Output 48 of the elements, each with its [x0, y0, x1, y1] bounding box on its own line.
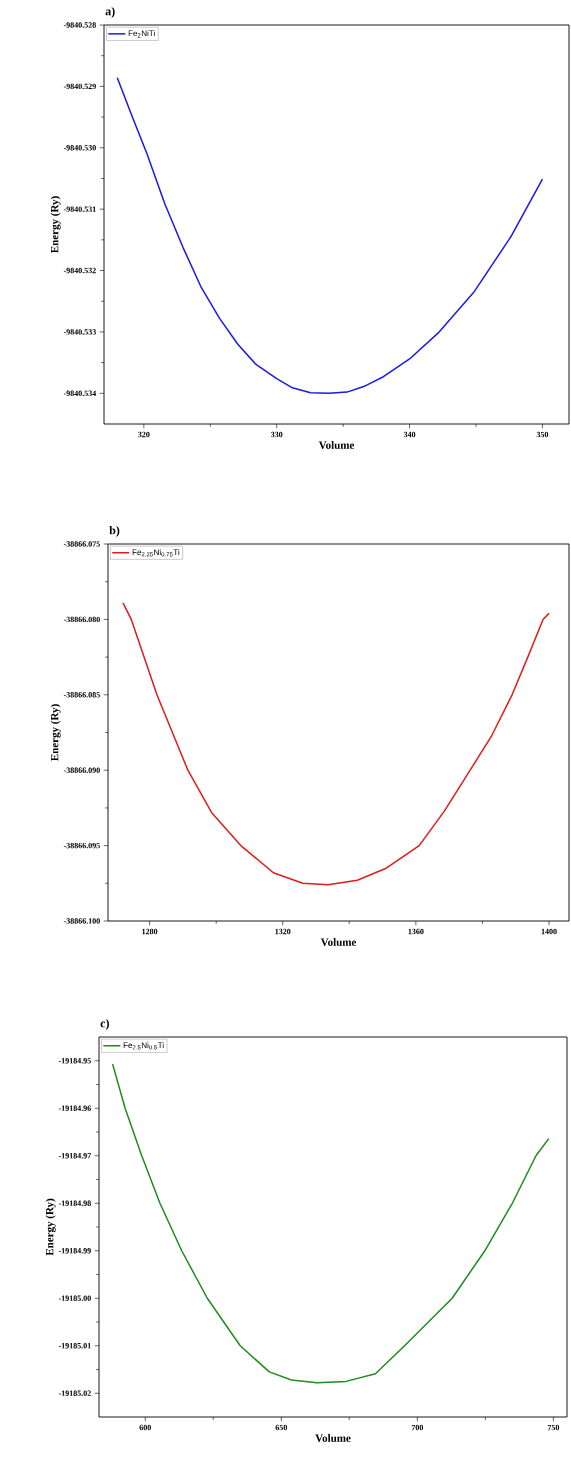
y-tick-label: -9840.530: [63, 145, 96, 151]
x-axis-title: Volume: [315, 1434, 351, 1442]
y-tick-label: -9840.528: [63, 22, 96, 28]
x-tick-label: 350: [536, 431, 549, 438]
x-tick-label: 1360: [408, 928, 424, 935]
y-tick-label: -9840.529: [63, 83, 96, 90]
x-tick-label: 750: [547, 1424, 560, 1431]
y-axis-title: Energy (Ry): [50, 704, 61, 761]
x-axis-title: Volume: [320, 938, 357, 946]
y-tick-label: -19184.98: [58, 1200, 91, 1206]
x-tick-label: 600: [139, 1424, 151, 1431]
y-tick-label: -19184.99: [58, 1248, 91, 1254]
line-series: [116, 77, 544, 395]
y-tick-label: -38866.080: [63, 616, 100, 623]
y-tick-label: -9840.531: [63, 206, 96, 212]
chart-title: c): [100, 1018, 109, 1030]
x-tick-label: 1400: [541, 928, 557, 935]
chart-title: b): [109, 525, 120, 537]
y-tick-label: -19184.96: [58, 1105, 91, 1111]
line-series: [111, 1063, 550, 1384]
x-tick-label: 330: [271, 431, 283, 438]
y-tick-label: -9840.534: [63, 390, 97, 397]
legend-label: Fe$_{2.25}$Ni$_{0.75}$Ti: [132, 549, 180, 557]
x-tick-label: 340: [403, 431, 416, 438]
legend-label: Fe$_{2}$NiTi: [128, 30, 155, 38]
x-tick-label: 1320: [275, 928, 291, 935]
x-axis-title: Volume: [318, 441, 355, 449]
x-tick-label: 1280: [142, 928, 158, 935]
y-tick-label: -19185.00: [58, 1295, 91, 1301]
line-series: [122, 602, 550, 886]
x-tick-label: 650: [275, 1424, 287, 1431]
y-axis-title: Energy (Ry): [50, 196, 61, 253]
y-tick-label: -38866.090: [63, 767, 100, 773]
y-tick-label: -38866.085: [63, 692, 100, 698]
y-tick-label: -38866.095: [63, 842, 100, 849]
y-tick-label: -19185.01: [58, 1343, 91, 1349]
chart-title: a): [105, 6, 115, 18]
y-axis-title: Energy (Ry): [45, 1198, 56, 1256]
y-tick-label: -19185.02: [58, 1390, 91, 1396]
legend-label: Fe$_{2.5}$Ni$_{0.5}$Ti: [123, 1042, 164, 1050]
y-tick-label: -9840.533: [63, 329, 96, 335]
y-tick-label: -38866.100: [63, 918, 100, 924]
x-tick-label: 320: [138, 431, 150, 438]
x-tick-label: 700: [411, 1424, 424, 1431]
y-tick-label: -9840.532: [63, 267, 96, 274]
y-tick-label: -38866.075: [63, 541, 100, 547]
y-tick-label: -19184.97: [58, 1153, 92, 1159]
y-tick-label: -19184.95: [58, 1058, 91, 1064]
